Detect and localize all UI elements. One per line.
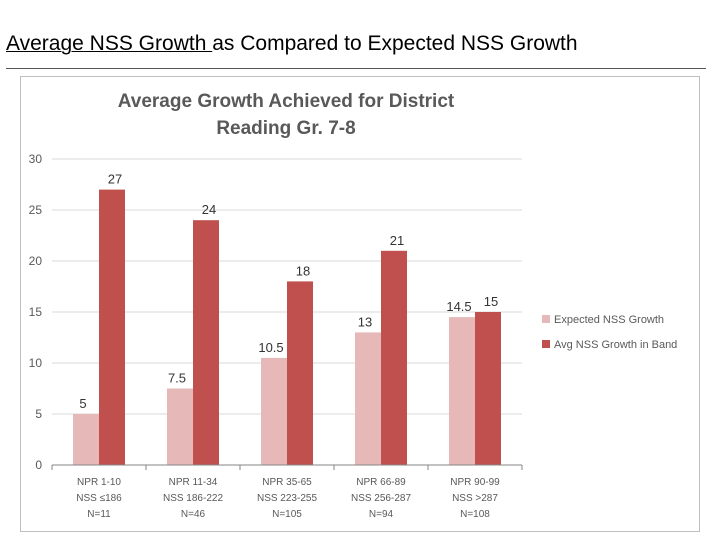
category-label: NPR 35-65 xyxy=(262,477,312,488)
category-label: NSS 256-287 xyxy=(351,493,411,504)
category-label: NSS >287 xyxy=(452,493,498,504)
category-label: N=105 xyxy=(272,509,302,520)
category-label: N=94 xyxy=(369,509,394,520)
category-label: N=11 xyxy=(87,509,111,520)
y-tick-label: 10 xyxy=(29,356,43,370)
y-tick-label: 0 xyxy=(35,458,42,472)
expected-growth-bar xyxy=(261,357,287,465)
category-label: NSS 186-222 xyxy=(163,493,223,504)
data-label: 27 xyxy=(108,172,122,187)
avg-growth-bar xyxy=(287,281,313,465)
category-labels: NPR 1-10 NSS ≤186 N=11 NPR 11-34 NSS 186-222… xyxy=(76,477,500,520)
avg-growth-bar xyxy=(99,189,125,465)
chart-frame: Average Growth Achieved for District Rea… xyxy=(20,76,700,532)
data-label: 5 xyxy=(79,396,86,411)
bars xyxy=(73,189,501,465)
category-label: NPR 90-99 xyxy=(450,477,500,488)
legend-swatch xyxy=(542,315,550,323)
category-label: N=46 xyxy=(181,509,206,520)
bar-chart: Average Growth Achieved for District Rea… xyxy=(29,91,678,520)
data-label: 13 xyxy=(358,314,372,329)
expected-growth-bar xyxy=(355,332,381,465)
y-tick-label: 20 xyxy=(29,254,43,268)
slide-title-rest: as Compared to Expected NSS Growth xyxy=(212,32,578,55)
legend-swatch xyxy=(542,340,550,348)
data-label: 21 xyxy=(390,233,404,248)
y-tick-label: 25 xyxy=(29,203,43,217)
slide-title-underlined-part: Average NSS Growth xyxy=(6,32,213,55)
x-axis xyxy=(51,464,523,470)
avg-growth-bar xyxy=(193,220,219,465)
chart-title-line-1: Average Growth Achieved for District xyxy=(118,91,455,112)
legend: Expected NSS Growth Avg NSS Growth in Ban… xyxy=(542,314,677,351)
title-divider xyxy=(6,68,706,69)
category-label: NPR 66-89 xyxy=(356,477,406,488)
y-tick-label: 5 xyxy=(35,407,42,421)
chart-title-line-2: Reading Gr. 7-8 xyxy=(216,118,355,139)
data-label: 18 xyxy=(296,263,310,278)
data-label: 7.5 xyxy=(168,371,186,386)
slide-title: Average NSS Growth as Compared to Expect… xyxy=(6,32,578,56)
legend-label: Expected NSS Growth xyxy=(554,314,664,326)
data-labels: 5 7.5 10.5 13 14.5 27 24 18 21 15 xyxy=(79,172,498,411)
category-label: NSS 223-255 xyxy=(257,493,317,504)
y-tick-label: 15 xyxy=(29,305,43,319)
data-label: 15 xyxy=(484,294,498,309)
category-label: N=108 xyxy=(460,509,490,520)
category-label: NPR 11-34 xyxy=(169,477,218,488)
avg-growth-bar xyxy=(381,250,407,465)
avg-growth-bar xyxy=(475,312,501,465)
expected-growth-bar xyxy=(73,414,99,465)
y-axis-tick-labels: 0 5 10 15 20 25 30 xyxy=(29,152,43,472)
category-label: NSS ≤186 xyxy=(76,493,122,504)
expected-growth-bar xyxy=(167,388,193,465)
data-label: 10.5 xyxy=(258,340,283,355)
data-label: 24 xyxy=(202,202,216,217)
expected-growth-bar xyxy=(449,317,475,465)
legend-label: Avg NSS Growth in Band xyxy=(554,339,677,351)
data-label: 14.5 xyxy=(446,299,471,314)
y-tick-label: 30 xyxy=(29,152,43,166)
category-label: NPR 1-10 xyxy=(77,477,121,488)
